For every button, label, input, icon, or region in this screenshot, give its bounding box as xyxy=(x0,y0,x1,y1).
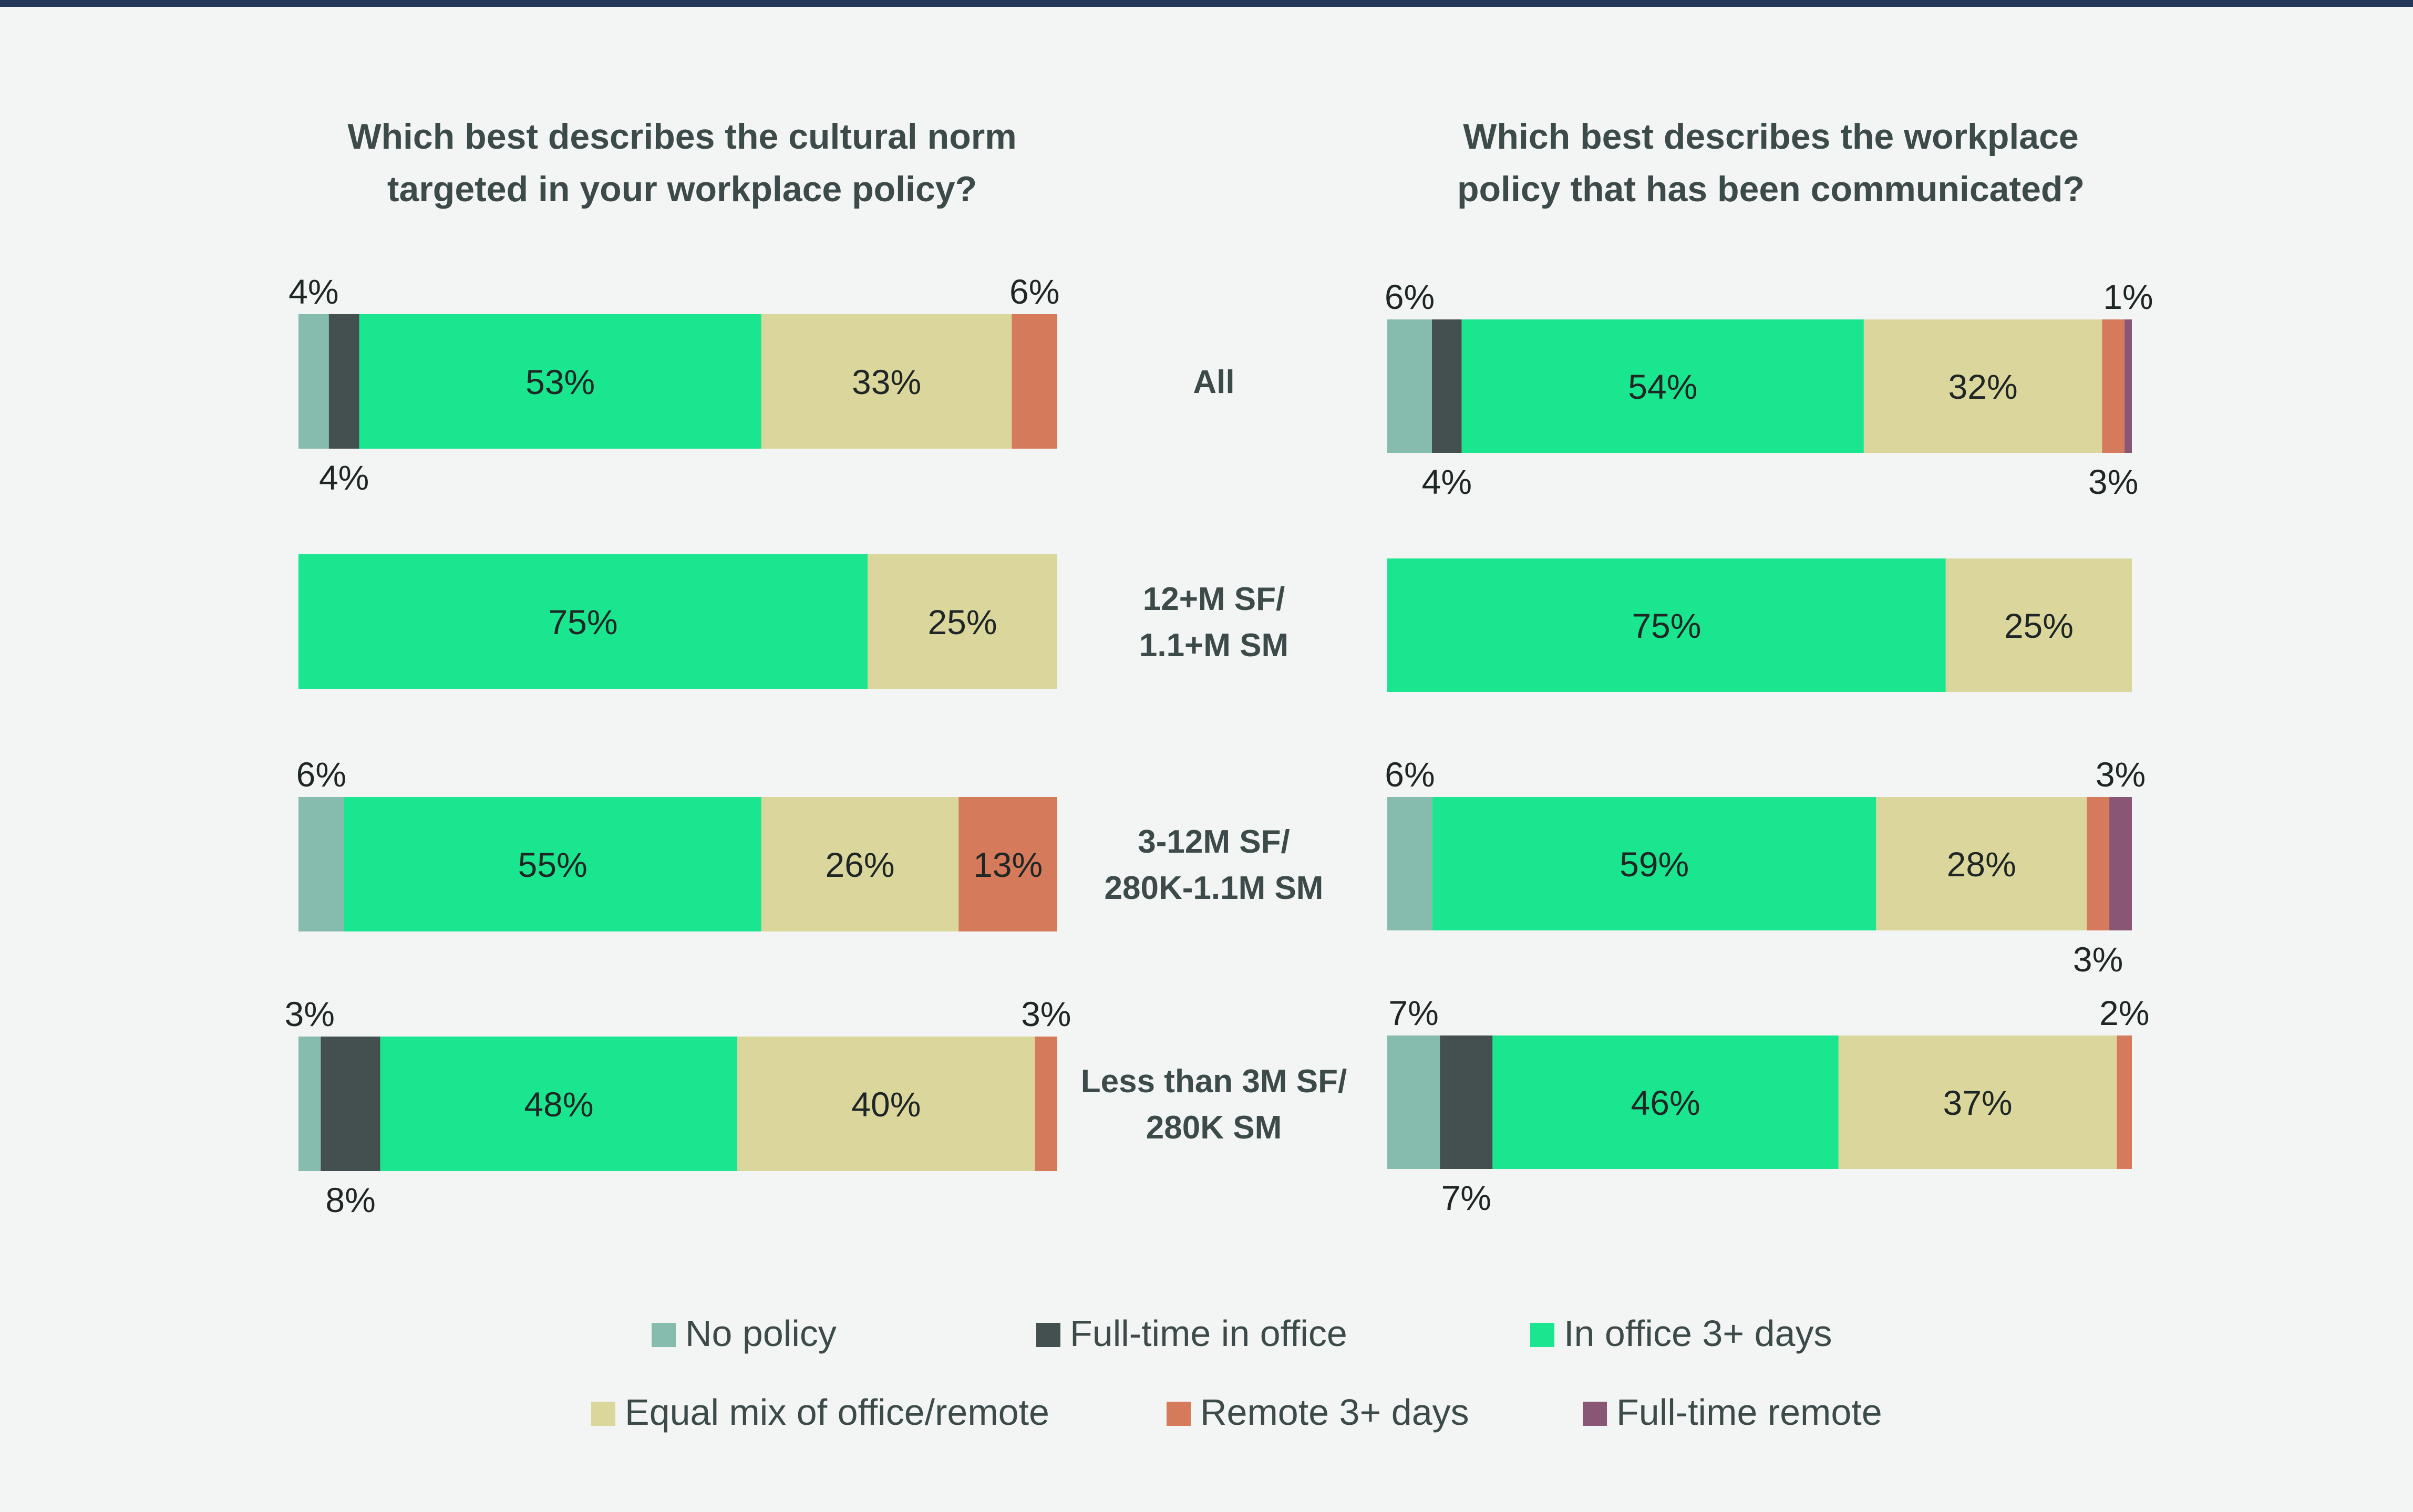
legend-swatch xyxy=(1530,1323,1554,1347)
chart-title-line: Which best describes the workplace xyxy=(1463,117,2078,157)
bar-segment-remote-3-days xyxy=(958,797,1057,931)
data-label-outside: 6% xyxy=(1385,755,1435,794)
data-label: 28% xyxy=(1947,845,2016,884)
bar-segment-in-office-3-days xyxy=(1461,319,1864,453)
data-label: 48% xyxy=(524,1085,593,1124)
row-label: 3-12M SF/ xyxy=(1138,824,1290,860)
data-label: 40% xyxy=(851,1085,921,1124)
bar-segment-equal-mix-of-office-remote xyxy=(761,797,959,931)
chart-title-line: Which best describes the cultural norm xyxy=(347,117,1016,157)
bar-segment-equal-mix-of-office-remote xyxy=(737,1037,1035,1171)
top-rule xyxy=(0,0,2413,7)
data-label: 59% xyxy=(1620,845,1689,884)
bar-segment-equal-mix-of-office-remote xyxy=(1838,1035,2117,1169)
bar-segment-in-office-3-days xyxy=(1492,1035,1839,1169)
data-label: 33% xyxy=(852,363,921,401)
data-label: 26% xyxy=(826,845,895,884)
data-label-outside: 3% xyxy=(2073,940,2123,979)
data-label-outside: 3% xyxy=(1021,995,1071,1033)
bar-segment-remote-3-days xyxy=(2087,797,2110,930)
bar-segment-no-policy xyxy=(298,314,329,449)
row-label: 280K-1.1M SM xyxy=(1105,870,1324,906)
data-label-outside: 3% xyxy=(285,995,335,1033)
bar-segment-no-policy xyxy=(1387,319,1432,453)
data-label-outside: 7% xyxy=(1388,993,1438,1032)
row-label: 12+M SF/ xyxy=(1143,581,1285,617)
bar-segment-remote-3-days xyxy=(1012,314,1057,449)
bar-segment-no-policy xyxy=(298,797,344,931)
legend-label: Remote 3+ days xyxy=(1200,1392,1469,1433)
data-label-outside: 2% xyxy=(2099,993,2149,1032)
row-label: All xyxy=(1193,364,1234,400)
chart-title-line: targeted in your workplace policy? xyxy=(387,169,977,209)
bar-segment-full-time-remote xyxy=(2124,319,2132,453)
bar-segment-remote-3-days xyxy=(2117,1035,2132,1169)
bar-segment-equal-mix-of-office-remote xyxy=(1863,319,2102,453)
legend-swatch xyxy=(1583,1402,1607,1426)
legend-swatch xyxy=(1036,1323,1060,1347)
legend-swatch xyxy=(652,1323,676,1347)
bar-segment-remote-3-days xyxy=(2102,319,2125,453)
data-label-outside: 3% xyxy=(2096,755,2146,794)
bar-segment-in-office-3-days xyxy=(344,797,761,931)
data-label-outside: 4% xyxy=(1422,462,1472,501)
bar-segment-equal-mix-of-office-remote xyxy=(868,554,1057,689)
row-label: 1.1+M SM xyxy=(1139,627,1288,664)
chart-title-line: policy that has been communicated? xyxy=(1457,169,2085,209)
legend-label: Equal mix of office/remote xyxy=(625,1392,1049,1433)
legend-swatch xyxy=(591,1402,615,1426)
data-label-outside: 4% xyxy=(288,272,338,311)
data-label: 25% xyxy=(2004,606,2074,645)
chart-background xyxy=(0,7,2413,1512)
data-label: 32% xyxy=(1948,367,2018,406)
bar-segment-no-policy xyxy=(1387,797,1432,930)
legend-label: Full-time remote xyxy=(1616,1392,1882,1433)
data-label-outside: 6% xyxy=(1009,272,1059,311)
bar-segment-in-office-3-days xyxy=(359,314,761,449)
data-label-outside: 6% xyxy=(296,755,346,794)
data-label-outside: 7% xyxy=(1441,1178,1491,1217)
legend-label: In office 3+ days xyxy=(1564,1313,1832,1354)
bar-segment-full-time-remote xyxy=(2109,797,2132,930)
legend-label: No policy xyxy=(685,1313,837,1354)
bar-segment-full-time-in-office xyxy=(328,314,359,449)
bar-segment-equal-mix-of-office-remote xyxy=(1945,558,2132,692)
legend-swatch xyxy=(1167,1402,1191,1426)
bar-segment-in-office-3-days xyxy=(1387,558,1946,692)
data-label: 75% xyxy=(1632,606,1701,645)
bar-segment-remote-3-days xyxy=(1035,1037,1057,1171)
bar-segment-full-time-in-office xyxy=(1432,319,1462,453)
data-label: 54% xyxy=(1628,367,1697,406)
bar-segment-in-office-3-days xyxy=(298,554,868,689)
data-label: 46% xyxy=(1631,1083,1700,1122)
data-label: 55% xyxy=(518,845,587,884)
data-label: 25% xyxy=(927,603,997,641)
bar-segment-equal-mix-of-office-remote xyxy=(761,314,1012,449)
bar-segment-in-office-3-days xyxy=(380,1037,738,1171)
data-label-outside: 4% xyxy=(319,458,369,497)
row-label: Less than 3M SF/ xyxy=(1081,1063,1347,1100)
bar-segment-full-time-in-office xyxy=(1440,1035,1493,1169)
bar-segment-no-policy xyxy=(1387,1035,1440,1169)
data-label: 13% xyxy=(973,845,1043,884)
bar-segment-equal-mix-of-office-remote xyxy=(1876,797,2087,930)
data-label: 53% xyxy=(525,363,595,401)
data-label-outside: 1% xyxy=(2103,277,2153,316)
legend-label: Full-time in office xyxy=(1070,1313,1347,1354)
bar-segment-full-time-in-office xyxy=(321,1037,380,1171)
data-label-outside: 3% xyxy=(2088,462,2138,501)
data-label-outside: 8% xyxy=(325,1180,375,1219)
data-label: 75% xyxy=(548,603,617,641)
data-label-outside: 6% xyxy=(1385,277,1435,316)
bar-segment-in-office-3-days xyxy=(1432,797,1876,930)
data-label: 37% xyxy=(1943,1083,2013,1122)
row-label: 280K SM xyxy=(1146,1110,1282,1146)
bar-segment-no-policy xyxy=(298,1037,321,1171)
